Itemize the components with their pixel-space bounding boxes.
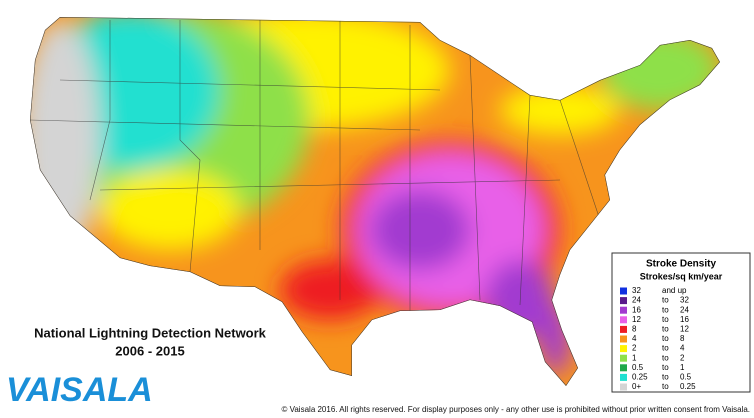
legend-joiner: to bbox=[662, 382, 669, 391]
legend-swatch bbox=[620, 345, 627, 353]
brand-logo: VAISALA bbox=[6, 371, 153, 409]
map-title: National Lightning Detection Network bbox=[34, 325, 267, 340]
legend-to: 12 bbox=[680, 325, 689, 334]
legend-to: 8 bbox=[680, 334, 685, 343]
legend-joiner: to bbox=[662, 353, 669, 362]
legend-swatch bbox=[620, 354, 627, 362]
legend-swatch bbox=[620, 335, 627, 343]
legend-from: 32 bbox=[632, 286, 641, 295]
legend-subtitle: Strokes/sq km/year bbox=[640, 271, 723, 281]
copyright: © Vaisala 2016. All rights reserved. For… bbox=[282, 405, 751, 414]
legend: Stroke Density Strokes/sq km/year 32 and … bbox=[611, 252, 751, 393]
legend-to: 16 bbox=[680, 315, 689, 324]
legend-swatch bbox=[620, 373, 627, 381]
legend-swatch bbox=[620, 287, 627, 295]
legend-joiner: to bbox=[662, 344, 669, 353]
legend-swatch bbox=[620, 297, 627, 305]
legend-swatch bbox=[620, 364, 627, 372]
legend-from: 2 bbox=[632, 344, 637, 353]
legend-from: 16 bbox=[632, 305, 641, 314]
legend-from: 1 bbox=[632, 353, 637, 362]
legend-joiner: to bbox=[662, 296, 669, 305]
legend-from: 24 bbox=[632, 296, 641, 305]
legend-title: Stroke Density bbox=[646, 259, 716, 270]
legend-swatch bbox=[620, 325, 627, 333]
legend-from: 8 bbox=[632, 325, 637, 334]
legend-joiner: to bbox=[662, 325, 669, 334]
legend-joiner: to bbox=[662, 315, 669, 324]
legend-to: 1 bbox=[680, 363, 685, 372]
legend-swatch bbox=[620, 383, 627, 391]
legend-joiner: and up bbox=[662, 286, 687, 295]
legend-to: 2 bbox=[680, 353, 685, 362]
legend-swatch bbox=[620, 306, 627, 314]
legend-joiner: to bbox=[662, 334, 669, 343]
legend-to: 0.5 bbox=[680, 373, 692, 382]
legend-from: 0.25 bbox=[632, 373, 648, 382]
legend-joiner: to bbox=[662, 373, 669, 382]
map-subtitle: 2006 - 2015 bbox=[115, 343, 184, 358]
legend-to: 32 bbox=[680, 296, 689, 305]
legend-to: 4 bbox=[680, 344, 685, 353]
legend-joiner: to bbox=[662, 305, 669, 314]
legend-swatch bbox=[620, 316, 627, 324]
legend-from: 0+ bbox=[632, 382, 641, 391]
legend-box bbox=[611, 252, 751, 393]
legend-to: 24 bbox=[680, 305, 689, 314]
legend-from: 4 bbox=[632, 334, 637, 343]
legend-from: 0.5 bbox=[632, 363, 644, 372]
legend-joiner: to bbox=[662, 363, 669, 372]
legend-to: 0.25 bbox=[680, 382, 696, 391]
legend-from: 12 bbox=[632, 315, 641, 324]
